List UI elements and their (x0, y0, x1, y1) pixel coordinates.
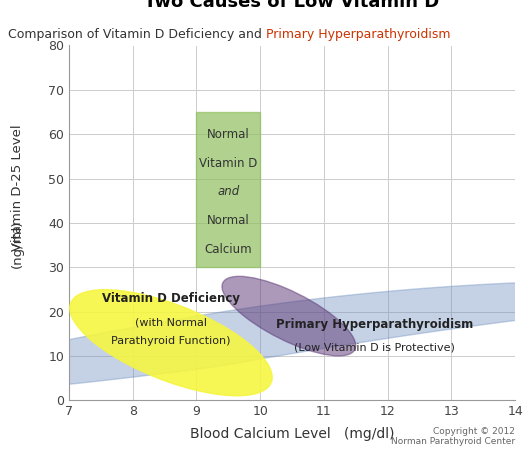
Ellipse shape (222, 276, 356, 356)
Text: Primary Hyperparathyroidism: Primary Hyperparathyroidism (276, 318, 474, 332)
Text: Vitamin D Deficiency: Vitamin D Deficiency (102, 292, 240, 305)
Text: (with Normal: (with Normal (135, 318, 207, 328)
Text: Comparison of Vitamin D Deficiency and: Comparison of Vitamin D Deficiency and (7, 28, 266, 40)
Text: Parathyroid Function): Parathyroid Function) (111, 335, 231, 345)
Text: and: and (217, 185, 239, 198)
Bar (196, 112, 260, 268)
Text: Normal: Normal (207, 214, 250, 227)
Text: Vitamin D-25 Level: Vitamin D-25 Level (11, 124, 24, 251)
Text: Copyright © 2012
Norman Parathyroid Center: Copyright © 2012 Norman Parathyroid Cent… (391, 426, 515, 446)
Ellipse shape (70, 290, 272, 396)
Text: (Low Vitamin D is Protective): (Low Vitamin D is Protective) (295, 342, 455, 352)
Text: Vitamin D: Vitamin D (199, 157, 258, 170)
Polygon shape (0, 273, 531, 394)
Title: Two Causes of Low Vitamin D: Two Causes of Low Vitamin D (144, 0, 440, 10)
Text: (ng/ml): (ng/ml) (11, 220, 24, 268)
Text: Normal: Normal (207, 128, 250, 141)
Text: Primary Hyperparathyroidism: Primary Hyperparathyroidism (266, 28, 450, 40)
X-axis label: Blood Calcium Level   (mg/dl): Blood Calcium Level (mg/dl) (190, 427, 395, 440)
Text: Calcium: Calcium (204, 243, 252, 256)
